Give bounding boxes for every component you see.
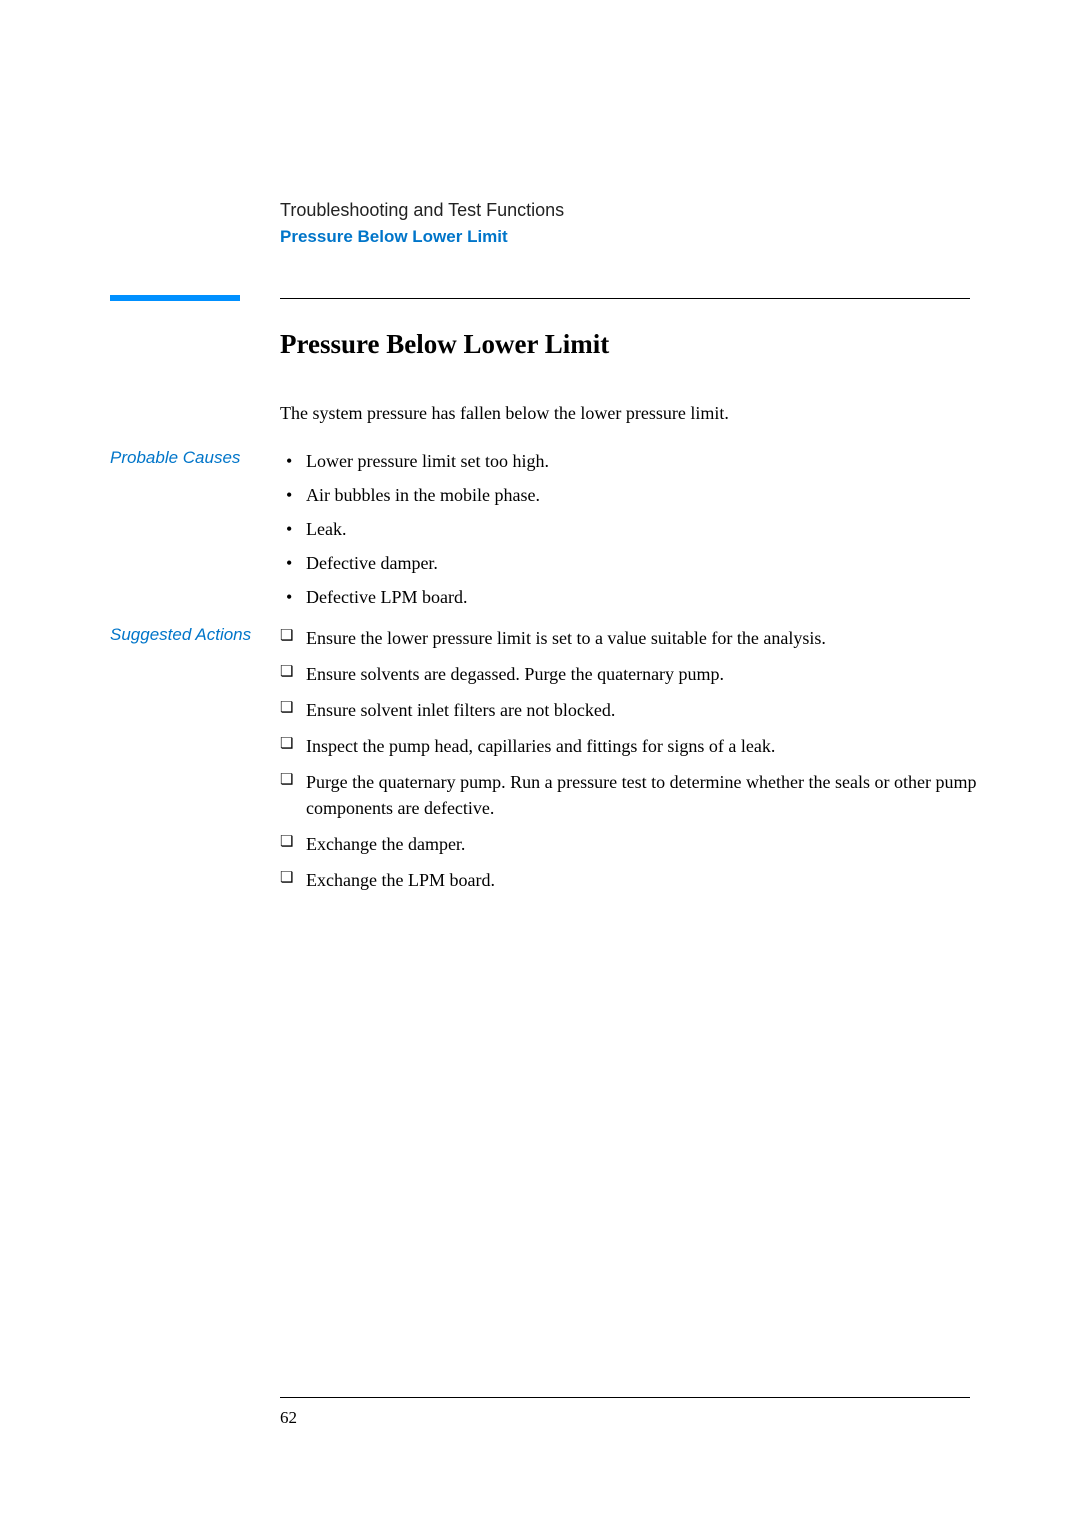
chapter-title: Troubleshooting and Test Functions <box>280 200 970 221</box>
page-container: Troubleshooting and Test Functions Press… <box>0 0 1080 1528</box>
list-item: Purge the quaternary pump. Run a pressur… <box>280 769 980 821</box>
probable-causes-label: Probable Causes <box>110 448 270 468</box>
list-item: Ensure solvents are degassed. Purge the … <box>280 661 980 687</box>
rule-accent-bar <box>110 295 240 301</box>
section-breadcrumb: Pressure Below Lower Limit <box>280 227 970 247</box>
list-item: Ensure solvent inlet filters are not blo… <box>280 697 980 723</box>
list-item: Ensure the lower pressure limit is set t… <box>280 625 980 651</box>
list-item: Exchange the damper. <box>280 831 980 857</box>
list-item: Defective LPM board. <box>280 584 980 610</box>
list-item: Inspect the pump head, capillaries and f… <box>280 733 980 759</box>
suggested-actions-block: Suggested Actions Ensure the lower press… <box>280 625 980 894</box>
probable-causes-block: Probable Causes Lower pressure limit set… <box>280 448 980 610</box>
list-item: Leak. <box>280 516 980 542</box>
rule-line <box>280 298 970 299</box>
list-item: Defective damper. <box>280 550 980 576</box>
list-item: Exchange the LPM board. <box>280 867 980 893</box>
suggested-actions-label: Suggested Actions <box>110 625 270 645</box>
section-rule <box>110 295 970 301</box>
suggested-actions-list: Ensure the lower pressure limit is set t… <box>280 625 980 894</box>
content-area: Pressure Below Lower Limit The system pr… <box>280 329 980 893</box>
list-item: Lower pressure limit set too high. <box>280 448 980 474</box>
running-header: Troubleshooting and Test Functions Press… <box>280 200 970 247</box>
section-intro: The system pressure has fallen below the… <box>280 400 980 426</box>
footer-rule <box>280 1397 970 1398</box>
probable-causes-list: Lower pressure limit set too high. Air b… <box>280 448 980 610</box>
page-number: 62 <box>280 1408 297 1428</box>
section-title: Pressure Below Lower Limit <box>280 329 980 360</box>
list-item: Air bubbles in the mobile phase. <box>280 482 980 508</box>
